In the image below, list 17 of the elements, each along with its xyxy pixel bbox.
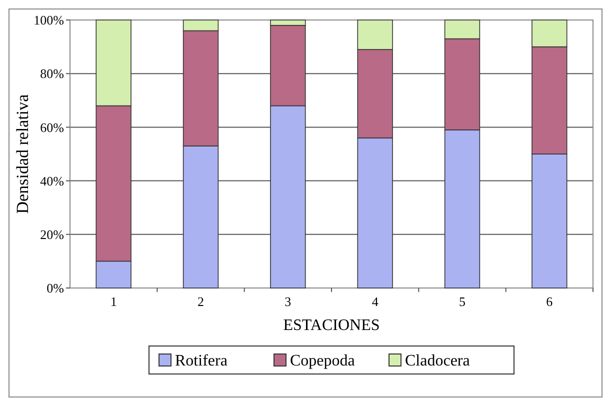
- x-tick-label: 4: [372, 294, 379, 309]
- x-tick-label: 5: [459, 294, 466, 309]
- legend-label: Copepoda: [290, 352, 355, 370]
- y-tick-label: 20%: [40, 226, 64, 242]
- legend-label: Cladocera: [405, 352, 470, 370]
- x-tick-label: 6: [546, 294, 554, 309]
- x-tick-label: 1: [110, 294, 117, 309]
- y-tick-label: 100%: [34, 12, 64, 28]
- y-axis-title: Densidad relativa: [13, 94, 32, 214]
- x-tick-label: 3: [284, 294, 292, 309]
- x-tick-label: 2: [198, 294, 204, 309]
- y-tick-label: 40%: [40, 173, 64, 188]
- y-tick-label: 80%: [40, 66, 64, 82]
- y-tick-label: 0%: [46, 280, 64, 296]
- legend-label: Rotifera: [175, 352, 228, 370]
- y-tick-label: 60%: [40, 120, 64, 135]
- x-axis-title: ESTACIONES: [283, 317, 380, 334]
